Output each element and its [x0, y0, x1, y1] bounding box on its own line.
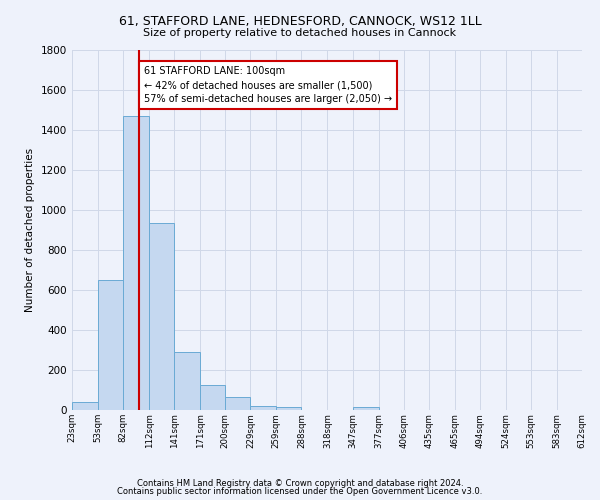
Y-axis label: Number of detached properties: Number of detached properties [25, 148, 35, 312]
Bar [174, 352, 200, 410]
Bar [200, 385, 225, 410]
Bar [149, 223, 174, 410]
Text: 61 STAFFORD LANE: 100sqm
← 42% of detached houses are smaller (1,500)
57% of sem: 61 STAFFORD LANE: 100sqm ← 42% of detach… [144, 66, 392, 104]
Bar [98, 280, 123, 410]
Bar [277, 407, 301, 410]
Text: Contains public sector information licensed under the Open Government Licence v3: Contains public sector information licen… [118, 487, 482, 496]
Bar [72, 402, 98, 410]
Text: Size of property relative to detached houses in Cannock: Size of property relative to detached ho… [143, 28, 457, 38]
Text: Contains HM Land Registry data © Crown copyright and database right 2024.: Contains HM Land Registry data © Crown c… [137, 478, 463, 488]
Bar [225, 397, 250, 410]
Bar [250, 406, 277, 410]
Bar [353, 407, 379, 410]
Text: 61, STAFFORD LANE, HEDNESFORD, CANNOCK, WS12 1LL: 61, STAFFORD LANE, HEDNESFORD, CANNOCK, … [119, 15, 481, 28]
Bar [123, 116, 149, 410]
